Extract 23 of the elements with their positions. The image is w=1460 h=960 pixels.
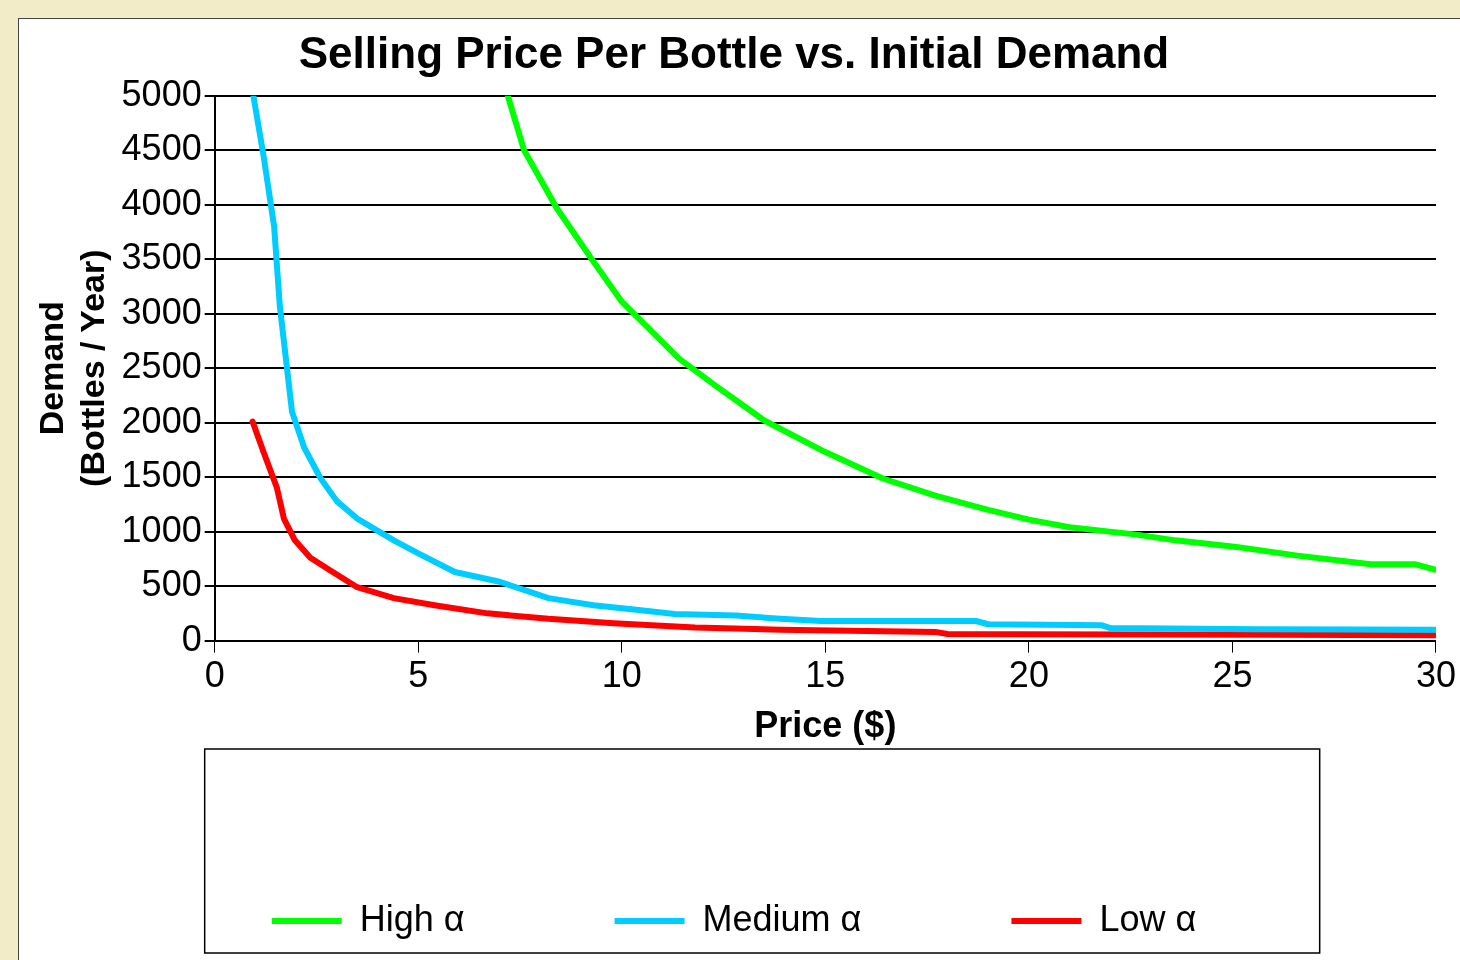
- chart-title: Selling Price Per Bottle vs. Initial Demand: [298, 27, 1170, 77]
- x-axis-title: Price ($): [754, 704, 897, 746]
- x-tick-label: 15: [805, 654, 846, 696]
- legend-label: High α: [359, 897, 465, 939]
- y-tick-label: 1000: [121, 508, 202, 550]
- legend-label: Low α: [1099, 897, 1197, 939]
- y-tick-label: 4000: [121, 181, 202, 223]
- legend-label: Medium α: [702, 897, 862, 939]
- x-tick-label: 5: [408, 654, 429, 696]
- x-tick-label: 10: [601, 654, 642, 696]
- y-tick-label: 4500: [121, 127, 202, 169]
- y-axis-title: Demand (Bottles / Year): [31, 249, 111, 487]
- y-tick-label: 2000: [121, 399, 202, 441]
- x-tick-label: 30: [1415, 654, 1456, 696]
- y-tick-label: 0: [181, 617, 202, 659]
- y-tick-label: 3000: [121, 290, 202, 332]
- x-tick-label: 20: [1008, 654, 1049, 696]
- y-tick-label: 3500: [121, 236, 202, 278]
- y-tick-label: 5000: [121, 72, 202, 114]
- y-tick-label: 1500: [121, 454, 202, 496]
- y-tick-label: 2500: [121, 345, 202, 387]
- x-tick-label: 25: [1212, 654, 1253, 696]
- y-tick-label: 500: [141, 563, 202, 605]
